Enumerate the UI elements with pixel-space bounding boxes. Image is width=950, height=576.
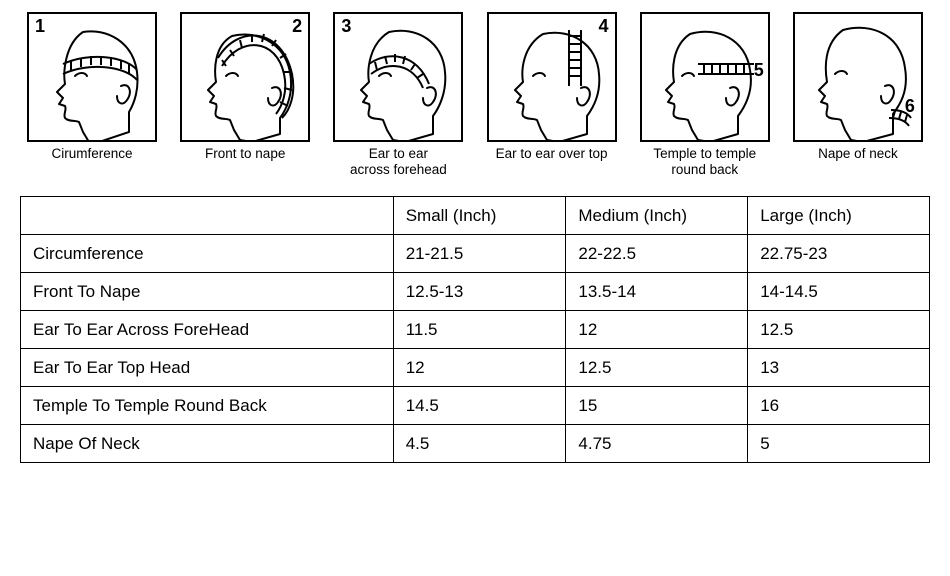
diagram-number: 1: [35, 16, 45, 37]
head-profile-icon: [182, 14, 310, 142]
table-cell: 13.5-14: [566, 273, 748, 311]
diagram-box: 3: [333, 12, 463, 142]
table-cell: 12: [566, 311, 748, 349]
table-cell: Ear To Ear Top Head: [21, 349, 394, 387]
table-cell: 21-21.5: [393, 235, 566, 273]
table-cell: 22-22.5: [566, 235, 748, 273]
diagram-front-to-nape: 2 Front to nape: [173, 12, 317, 178]
diagram-number: 6: [905, 96, 915, 117]
diagram-box: 5: [640, 12, 770, 142]
table-cell: Circumference: [21, 235, 394, 273]
size-chart-table: Small (Inch) Medium (Inch) Large (Inch) …: [20, 196, 930, 463]
table-cell: Ear To Ear Across ForeHead: [21, 311, 394, 349]
table-cell: Temple To Temple Round Back: [21, 387, 394, 425]
table-header-cell: Medium (Inch): [566, 197, 748, 235]
diagram-label: Temple to templeround back: [653, 146, 756, 178]
table-cell: 4.75: [566, 425, 748, 463]
table-row: Nape Of Neck 4.5 4.75 5: [21, 425, 930, 463]
diagram-ear-forehead: 3 Ear to earacross forehead: [326, 12, 470, 178]
diagram-box: 2: [180, 12, 310, 142]
table-cell: 12.5: [566, 349, 748, 387]
diagram-circumference: 1: [20, 12, 164, 178]
diagram-box: 4: [487, 12, 617, 142]
head-profile-icon: [489, 14, 617, 142]
head-profile-icon: [29, 14, 157, 142]
diagram-number: 5: [754, 60, 764, 81]
diagram-ear-over-top: 4 Ear to ear over top: [480, 12, 624, 178]
table-row: Circumference 21-21.5 22-22.5 22.75-23: [21, 235, 930, 273]
table-cell: 15: [566, 387, 748, 425]
diagram-number: 2: [292, 16, 302, 37]
diagram-label: Ear to earacross forehead: [350, 146, 447, 178]
head-profile-icon: [795, 14, 923, 142]
diagram-number: 4: [599, 16, 609, 37]
table-cell: 4.5: [393, 425, 566, 463]
table-row: Ear To Ear Top Head 12 12.5 13: [21, 349, 930, 387]
table-cell: 14.5: [393, 387, 566, 425]
head-profile-icon: [642, 14, 770, 142]
diagram-box: 6: [793, 12, 923, 142]
table-cell: 22.75-23: [748, 235, 930, 273]
table-row: Temple To Temple Round Back 14.5 15 16: [21, 387, 930, 425]
table-cell: 13: [748, 349, 930, 387]
table-header-cell: [21, 197, 394, 235]
diagram-label: Front to nape: [205, 146, 285, 178]
table-header-row: Small (Inch) Medium (Inch) Large (Inch): [21, 197, 930, 235]
table-body: Circumference 21-21.5 22-22.5 22.75-23 F…: [21, 235, 930, 463]
table-cell: 11.5: [393, 311, 566, 349]
table-row: Ear To Ear Across ForeHead 11.5 12 12.5: [21, 311, 930, 349]
table-cell: 5: [748, 425, 930, 463]
table-cell: 12: [393, 349, 566, 387]
table-cell: 14-14.5: [748, 273, 930, 311]
measurement-diagrams-row: 1: [20, 12, 930, 178]
diagram-label: Nape of neck: [818, 146, 898, 178]
table-cell: 12.5: [748, 311, 930, 349]
table-row: Front To Nape 12.5-13 13.5-14 14-14.5: [21, 273, 930, 311]
table-cell: Nape Of Neck: [21, 425, 394, 463]
diagram-box: 1: [27, 12, 157, 142]
table-cell: 16: [748, 387, 930, 425]
table-header-cell: Large (Inch): [748, 197, 930, 235]
table-cell: Front To Nape: [21, 273, 394, 311]
diagram-label: Ear to ear over top: [496, 146, 608, 178]
table-header-cell: Small (Inch): [393, 197, 566, 235]
diagram-number: 3: [341, 16, 351, 37]
head-profile-icon: [335, 14, 463, 142]
diagram-temple-round-back: 5 Temple to templeround back: [633, 12, 777, 178]
diagram-label: Cirumference: [51, 146, 132, 178]
diagram-nape: 6 Nape of neck: [786, 12, 930, 178]
table-cell: 12.5-13: [393, 273, 566, 311]
